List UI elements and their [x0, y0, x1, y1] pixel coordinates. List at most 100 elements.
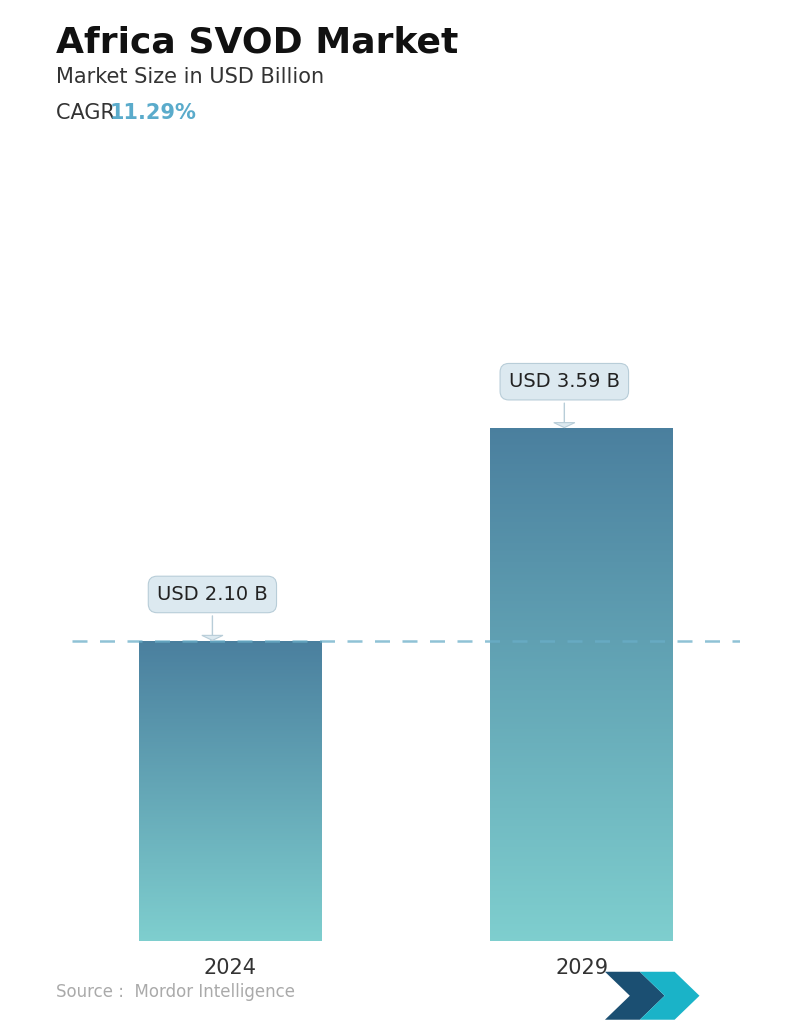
Bar — [490, 582, 673, 584]
Bar — [139, 818, 322, 819]
Bar — [490, 650, 673, 652]
Bar — [490, 522, 673, 524]
Bar — [139, 898, 322, 899]
Bar — [139, 662, 322, 663]
Bar — [490, 719, 673, 721]
Polygon shape — [202, 635, 223, 640]
Bar — [139, 827, 322, 828]
Bar — [490, 435, 673, 437]
Bar — [139, 760, 322, 761]
Bar — [139, 726, 322, 727]
Bar — [490, 837, 673, 839]
Bar — [490, 583, 673, 585]
Bar — [490, 816, 673, 818]
Bar — [139, 873, 322, 874]
Bar — [139, 783, 322, 784]
Bar — [490, 792, 673, 794]
Bar — [490, 887, 673, 889]
Bar — [139, 789, 322, 790]
Bar — [490, 698, 673, 700]
Bar — [139, 917, 322, 919]
Bar — [490, 766, 673, 768]
Bar — [139, 785, 322, 786]
Bar — [139, 725, 322, 726]
Bar — [490, 876, 673, 878]
Bar — [490, 609, 673, 611]
Bar — [139, 740, 322, 742]
Bar — [490, 863, 673, 865]
Bar — [490, 922, 673, 923]
Bar — [490, 657, 673, 659]
Bar — [139, 856, 322, 857]
Bar — [490, 573, 673, 575]
Bar — [139, 939, 322, 940]
Bar — [139, 769, 322, 771]
Bar — [139, 825, 322, 826]
Bar — [139, 642, 322, 643]
Bar — [139, 851, 322, 852]
Bar — [139, 879, 322, 880]
Bar — [139, 901, 322, 902]
Bar — [490, 464, 673, 466]
Bar — [139, 899, 322, 900]
Bar — [139, 820, 322, 821]
Bar — [490, 713, 673, 716]
Bar — [490, 894, 673, 896]
Bar — [490, 852, 673, 854]
Bar — [139, 804, 322, 807]
Text: 11.29%: 11.29% — [110, 103, 197, 123]
Bar — [490, 932, 673, 934]
Bar — [490, 869, 673, 871]
Bar — [490, 722, 673, 724]
Bar — [139, 790, 322, 791]
Bar — [139, 737, 322, 738]
Bar — [139, 661, 322, 662]
Bar — [490, 871, 673, 873]
Bar — [490, 565, 673, 567]
Bar — [139, 860, 322, 862]
Bar — [139, 815, 322, 816]
Bar — [139, 914, 322, 915]
Bar — [490, 693, 673, 695]
Bar — [490, 459, 673, 461]
Bar — [490, 543, 673, 545]
Bar — [490, 900, 673, 902]
Bar — [139, 823, 322, 824]
Bar — [139, 920, 322, 922]
Bar — [139, 905, 322, 906]
Bar — [139, 902, 322, 903]
Bar — [139, 647, 322, 649]
Bar — [139, 889, 322, 891]
Bar — [139, 656, 322, 657]
Bar — [139, 687, 322, 688]
Bar — [490, 811, 673, 813]
Bar — [490, 848, 673, 850]
Bar — [490, 708, 673, 710]
Bar — [490, 818, 673, 820]
Bar — [139, 857, 322, 858]
Bar — [490, 787, 673, 789]
Bar — [139, 694, 322, 695]
Bar — [490, 857, 673, 859]
Bar — [490, 739, 673, 741]
Bar — [139, 868, 322, 869]
Bar — [490, 440, 673, 442]
Bar — [490, 939, 673, 941]
Bar — [490, 784, 673, 786]
Bar — [139, 844, 322, 845]
Bar — [139, 838, 322, 839]
Bar — [490, 742, 673, 744]
Bar — [139, 797, 322, 798]
Bar — [139, 648, 322, 650]
Bar — [490, 546, 673, 548]
Bar — [490, 611, 673, 613]
Bar — [139, 692, 322, 693]
Bar — [490, 763, 673, 765]
Bar — [139, 907, 322, 908]
Text: Market Size in USD Billion: Market Size in USD Billion — [56, 67, 324, 87]
Bar — [490, 469, 673, 472]
Bar — [490, 580, 673, 582]
Bar — [139, 843, 322, 844]
Bar — [139, 713, 322, 716]
Bar — [490, 470, 673, 473]
